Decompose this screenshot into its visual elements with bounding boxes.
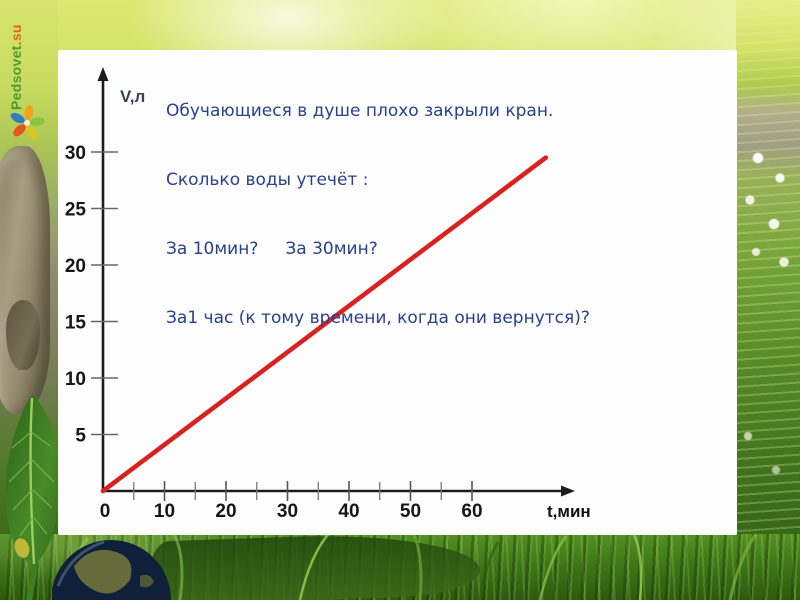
x-tick-label: 20 bbox=[215, 501, 236, 522]
watermark-name: Pedsovet bbox=[8, 45, 24, 110]
x-tick-label: 40 bbox=[338, 501, 359, 522]
content-panel: 5 10 15 20 25 30 0 10 20 30 40 50 60 V,л t,мин Обучающ… bbox=[58, 50, 737, 535]
x-tick-label: 10 bbox=[154, 501, 175, 522]
earth-globe bbox=[52, 540, 171, 600]
y-tick-label: 5 bbox=[75, 426, 86, 447]
x-tick-label: 50 bbox=[400, 501, 421, 522]
grass-blades bbox=[58, 530, 758, 600]
y-axis-arrow bbox=[97, 67, 109, 81]
watermark-suffix: .su bbox=[8, 24, 24, 46]
watermark: Pedsovet.su bbox=[8, 24, 24, 110]
x-tick-label: 30 bbox=[277, 501, 298, 522]
right-grass-strip bbox=[736, 0, 800, 600]
problem-line: За1 час (к тому времени, когда они верну… bbox=[166, 308, 590, 328]
stump-knot bbox=[6, 300, 40, 370]
y-axis-unit-label: V,л bbox=[120, 87, 145, 106]
foreground-leaf bbox=[5, 394, 61, 600]
problem-text: Обучающиеся в душе плохо закрыли кран. С… bbox=[166, 54, 731, 376]
pinwheel-hands-icon bbox=[10, 105, 45, 140]
problem-line: Обучающиеся в душе плохо закрыли кран. bbox=[166, 101, 554, 121]
y-tick-label: 20 bbox=[65, 256, 86, 277]
chart: 5 10 15 20 25 30 0 10 20 30 40 50 60 V,л t,мин bbox=[58, 50, 737, 535]
x-tick-label: 0 bbox=[100, 501, 111, 522]
problem-line: Сколько воды утечёт : bbox=[166, 170, 369, 190]
y-tick-label: 25 bbox=[65, 200, 87, 221]
x-tick-label: 60 bbox=[461, 501, 482, 522]
x-axis-arrow bbox=[561, 485, 575, 497]
y-tick-label: 30 bbox=[65, 143, 86, 164]
y-tick-label: 15 bbox=[65, 313, 87, 334]
y-tick-label: 10 bbox=[65, 369, 86, 390]
tree-stump bbox=[0, 146, 50, 414]
chart-svg: 5 10 15 20 25 30 0 10 20 30 40 50 60 V,л t,мин bbox=[65, 67, 591, 522]
problem-line: За 10мин? За 30мин? bbox=[166, 239, 378, 259]
series-water-volume-vs-time bbox=[100, 155, 549, 494]
x-axis-unit-label: t,мин bbox=[547, 502, 591, 521]
